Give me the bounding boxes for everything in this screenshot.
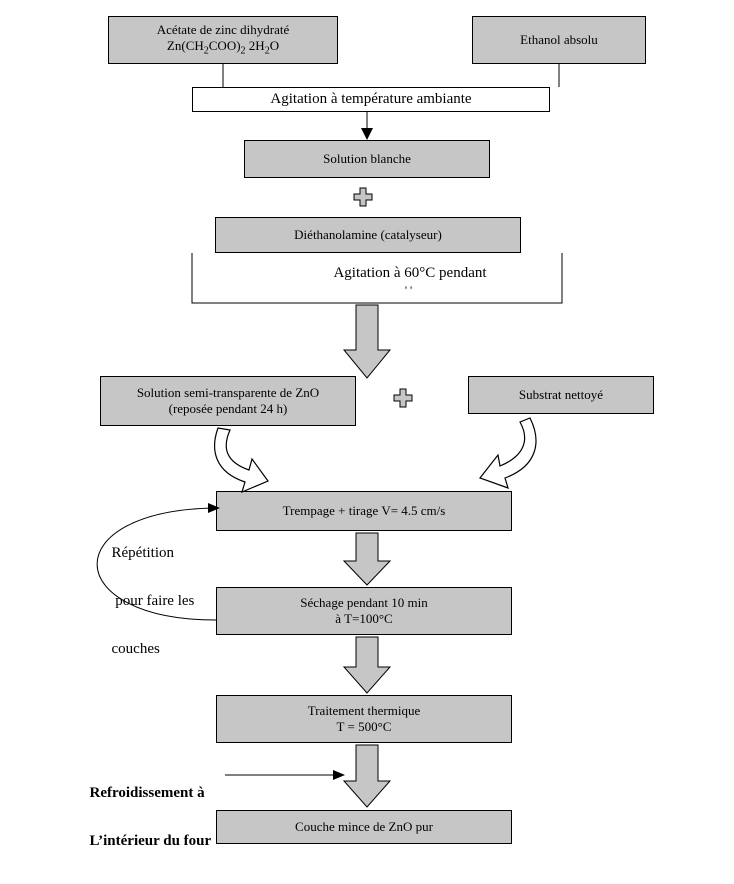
plus-icon-2 bbox=[394, 389, 412, 407]
node-solution-zno: Solution semi-transparente de ZnO (repos… bbox=[100, 376, 356, 426]
ethanol-text: Ethanol absolu bbox=[520, 32, 598, 48]
zinc-acetate-line1: Acétate de zinc dihydraté bbox=[157, 22, 289, 37]
trempage-text: Trempage + tirage V= 4.5 cm/s bbox=[283, 503, 446, 519]
zinc-acetate-line2: Zn(CH2COO)2 2H2O bbox=[167, 38, 279, 53]
label-refroidissement: Refroidissement à L’intérieur du four bbox=[82, 757, 211, 853]
block-arrow-down-4 bbox=[344, 745, 390, 807]
node-zinc-acetate: Acétate de zinc dihydraté Zn(CH2COO)2 2H… bbox=[108, 16, 338, 64]
curved-arrow-left bbox=[215, 428, 268, 492]
traitement-line2: T = 500°C bbox=[337, 719, 392, 734]
couche-text: Couche mince de ZnO pur bbox=[295, 819, 433, 835]
node-solution-blanche: Solution blanche bbox=[244, 140, 490, 178]
block-arrow-down-1 bbox=[344, 305, 390, 378]
node-traitement: Traitement thermique T = 500°C bbox=[216, 695, 512, 743]
node-agitation-ambient: Agitation à température ambiante bbox=[192, 87, 550, 112]
node-substrat: Substrat nettoyé bbox=[468, 376, 654, 414]
plus-icon bbox=[354, 188, 372, 206]
solution-zno-line2: (reposée pendant 24 h) bbox=[169, 401, 288, 416]
traitement-line1: Traitement thermique bbox=[308, 703, 421, 718]
node-couche: Couche mince de ZnO pur bbox=[216, 810, 512, 844]
node-diethanolamine: Diéthanolamine (catalyseur) bbox=[215, 217, 521, 253]
agitation-60-line1: Agitation à 60°C pendant bbox=[333, 265, 486, 281]
sechage-line1: Séchage pendant 10 min bbox=[300, 595, 427, 610]
node-sechage: Séchage pendant 10 min à T=100°C bbox=[216, 587, 512, 635]
sechage-line2: à T=100°C bbox=[335, 611, 392, 626]
label-repetition: Répétition pour faire les couches bbox=[104, 517, 194, 661]
block-arrow-down-3 bbox=[344, 637, 390, 693]
agitation-ambient-text: Agitation à température ambiante bbox=[270, 90, 471, 109]
curved-arrow-right bbox=[480, 418, 536, 488]
block-arrow-down-2 bbox=[344, 533, 390, 585]
node-ethanol: Ethanol absolu bbox=[472, 16, 646, 64]
substrat-text: Substrat nettoyé bbox=[519, 387, 603, 403]
node-trempage: Trempage + tirage V= 4.5 cm/s bbox=[216, 491, 512, 531]
connectors-svg bbox=[0, 0, 734, 884]
solution-blanche-text: Solution blanche bbox=[323, 151, 411, 167]
node-agitation-60: Agitation à 60°C pendant '' bbox=[285, 265, 535, 299]
solution-zno-line1: Solution semi-transparente de ZnO bbox=[137, 385, 319, 400]
diethanolamine-text: Diéthanolamine (catalyseur) bbox=[294, 227, 442, 243]
